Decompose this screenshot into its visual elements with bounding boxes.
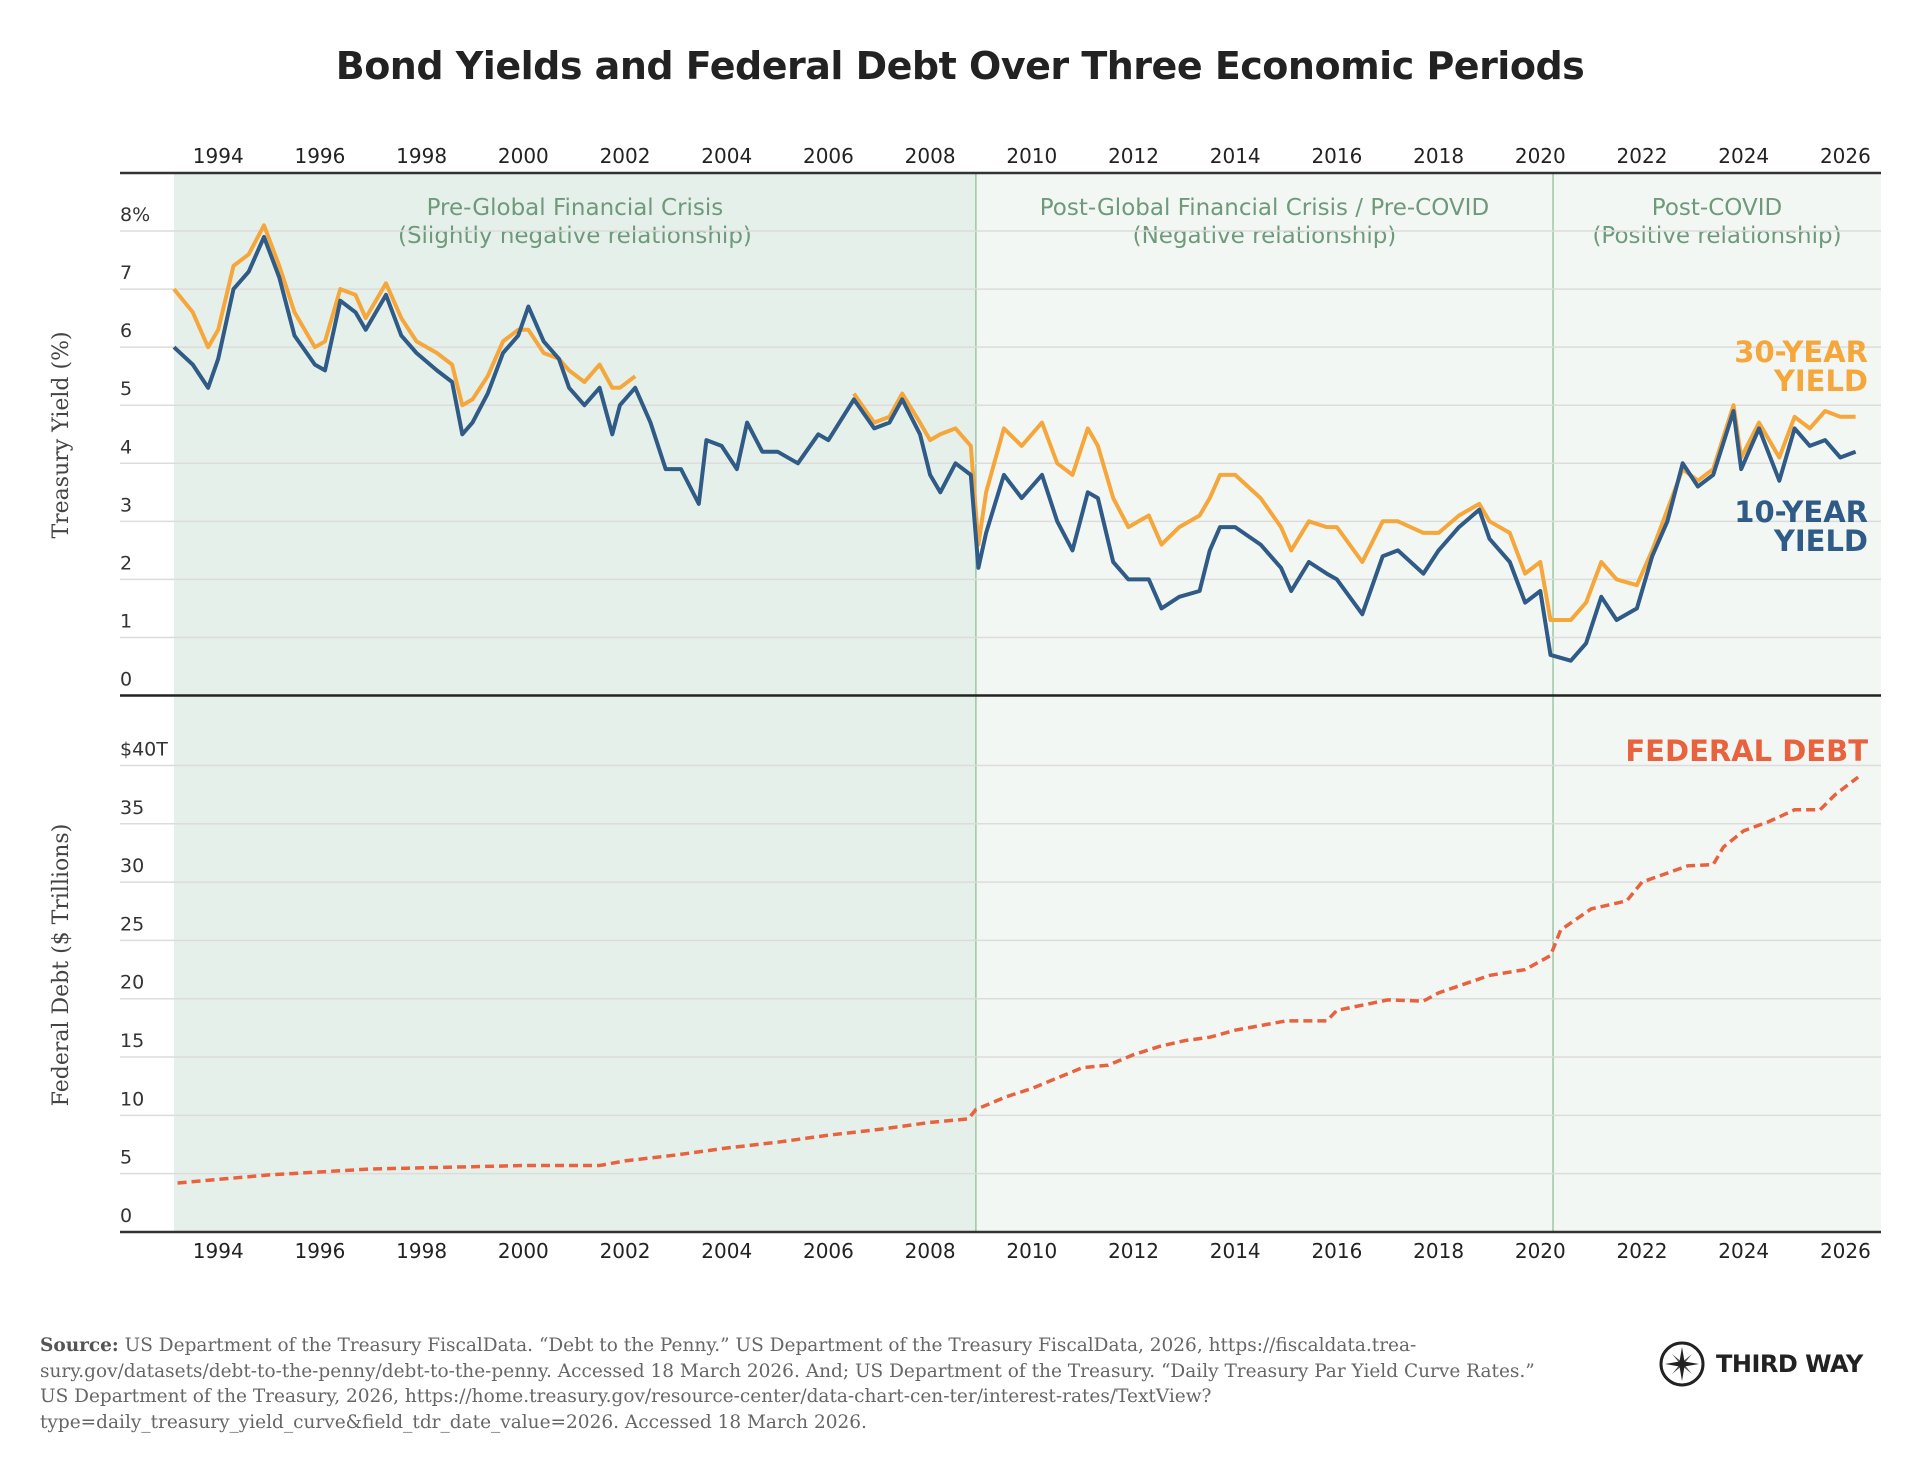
x-tick-label-top: 2008: [905, 144, 956, 168]
compass-star-icon: [1659, 1341, 1705, 1387]
x-tick-label-top: 2012: [1108, 144, 1159, 168]
x-tick-label-top: 1998: [396, 144, 447, 168]
x-tick-label-top: 2004: [701, 144, 752, 168]
x-tick-label-top: 2002: [600, 144, 651, 168]
x-tick-label-bottom: 2012: [1108, 1239, 1159, 1263]
legend-label-federal-debt: FEDERAL DEBT: [1625, 734, 1868, 768]
series-line-10-year-yield: [172, 234, 1857, 663]
x-tick-label-top: 2018: [1413, 144, 1464, 168]
x-tick-label-bottom: 2014: [1210, 1239, 1261, 1263]
period-2-subtitle: (Negative relationship): [1133, 223, 1397, 249]
source-note: Source: US Department of the Treasury Fi…: [40, 1333, 1560, 1435]
x-tick-label-bottom: 1996: [294, 1239, 345, 1263]
legend-label-30-year: 30-YEAR: [1734, 335, 1868, 369]
y-tick-label-yield: 7: [120, 262, 132, 284]
x-tick-label-bottom: 2010: [1006, 1239, 1057, 1263]
x-tick-label-top: 2020: [1515, 144, 1566, 168]
y-axis-title-debt: Federal Debt ($ Trillions): [49, 824, 74, 1107]
x-tick-label-top: 2016: [1311, 144, 1362, 168]
y-tick-label-debt: 10: [120, 1088, 144, 1110]
x-tick-label-bottom: 2022: [1617, 1239, 1668, 1263]
legend-label-10-year: 10-YEAR: [1734, 495, 1868, 529]
y-tick-label-yield: 2: [120, 552, 132, 574]
x-tick-label-top: 2014: [1210, 144, 1261, 168]
y-tick-label-debt: 20: [120, 972, 144, 994]
period-3-background: [1553, 173, 1881, 1232]
y-tick-label-yield: 4: [120, 436, 132, 458]
period-3-title: Post-COVID: [1652, 195, 1782, 221]
y-tick-label-debt: 15: [120, 1030, 144, 1052]
x-tick-label-bottom: 2016: [1311, 1239, 1362, 1263]
x-tick-label-bottom: 2020: [1515, 1239, 1566, 1263]
period-2-background: [975, 173, 1554, 1232]
x-tick-label-bottom: 2000: [498, 1239, 549, 1263]
x-tick-label-bottom: 1998: [396, 1239, 447, 1263]
y-tick-label-debt: $40T: [120, 738, 168, 760]
y-tick-label-debt: 0: [120, 1205, 132, 1227]
y-tick-label-yield: 8%: [120, 204, 150, 226]
x-tick-label-top: 1994: [193, 144, 244, 168]
period-1-background: [174, 173, 976, 1232]
legend-label-30-year-line2: YIELD: [1773, 364, 1868, 398]
source-label: Source:: [40, 1335, 119, 1356]
x-tick-label-top: 1996: [294, 144, 345, 168]
y-tick-label-yield: 1: [120, 610, 132, 632]
y-tick-label-debt: 5: [120, 1147, 132, 1169]
y-tick-label-yield: 5: [120, 378, 132, 400]
period-1-title: Pre-Global Financial Crisis: [427, 195, 724, 221]
x-tick-label-top: 2006: [803, 144, 854, 168]
x-tick-label-bottom: 2002: [600, 1239, 651, 1263]
x-tick-label-bottom: 2004: [701, 1239, 752, 1263]
x-tick-label-bottom: 2006: [803, 1239, 854, 1263]
x-tick-label-top: 2024: [1718, 144, 1769, 168]
x-tick-label-bottom: 2024: [1718, 1239, 1769, 1263]
x-tick-label-top: 2010: [1006, 144, 1057, 168]
period-3-subtitle: (Positive relationship): [1592, 223, 1841, 249]
logo-text: THIRD WAY: [1716, 1350, 1863, 1378]
y-tick-label-debt: 35: [120, 797, 144, 819]
x-tick-label-top: 2026: [1820, 144, 1871, 168]
source-text: US Department of the Treasury FiscalData…: [40, 1335, 1535, 1433]
y-tick-label-yield: 6: [120, 320, 132, 342]
period-1-subtitle: (Slightly negative relationship): [398, 223, 752, 249]
x-tick-label-bottom: 2018: [1413, 1239, 1464, 1263]
x-tick-label-top: 2022: [1617, 144, 1668, 168]
x-tick-label-bottom: 1994: [193, 1239, 244, 1263]
y-tick-label-debt: 25: [120, 913, 144, 935]
x-tick-label-bottom: 2026: [1820, 1239, 1871, 1263]
y-axis-title-yield: Treasury Yield (%): [49, 331, 74, 538]
third-way-logo: THIRD WAY: [1658, 1340, 1863, 1388]
y-tick-label-yield: 0: [120, 669, 132, 691]
chart-area: Pre-Global Financial Crisis(Slightly neg…: [49, 144, 1881, 1263]
y-tick-label-yield: 3: [120, 494, 132, 516]
chart-title: Bond Yields and Federal Debt Over Three …: [335, 44, 1585, 88]
period-2-title: Post-Global Financial Crisis / Pre-COVID: [1040, 195, 1489, 221]
legend-label-10-year-line2: YIELD: [1773, 524, 1868, 558]
x-tick-label-top: 2000: [498, 144, 549, 168]
y-tick-label-debt: 30: [120, 855, 144, 877]
x-tick-label-bottom: 2008: [905, 1239, 956, 1263]
